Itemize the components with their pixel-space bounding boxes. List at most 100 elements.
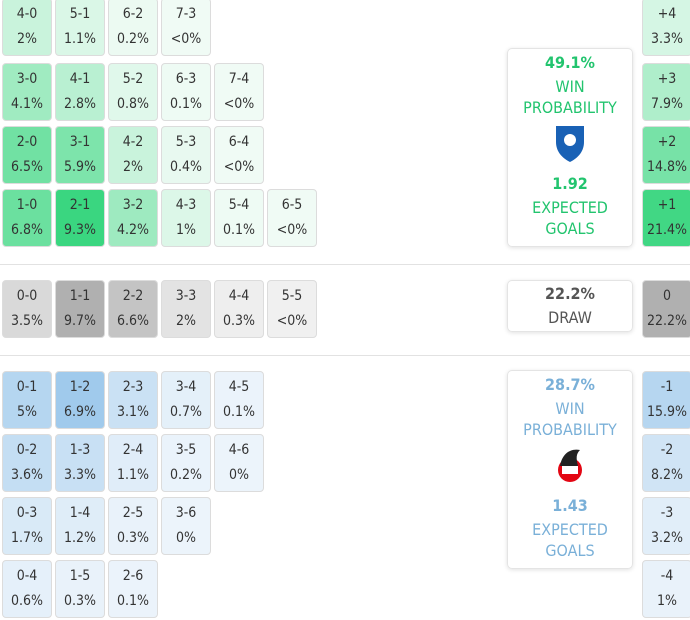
home-logo bbox=[556, 126, 584, 162]
label: 4-6 bbox=[228, 442, 250, 458]
label: 1-4 bbox=[69, 505, 91, 521]
label: +1 bbox=[657, 197, 677, 213]
probability: 0.6% bbox=[11, 593, 43, 609]
probability: 1% bbox=[657, 593, 677, 609]
label: 4-5 bbox=[228, 379, 250, 395]
score-cell: 0-0 3.5% bbox=[2, 280, 52, 338]
win-prob: 49.1% bbox=[545, 53, 595, 72]
score-cell: 1-0 6.8% bbox=[2, 189, 52, 247]
label: 4-1 bbox=[69, 71, 91, 87]
probability: 3.6% bbox=[11, 467, 43, 483]
label: 5-4 bbox=[228, 197, 250, 213]
score-cell: 2-3 3.1% bbox=[108, 371, 158, 429]
label: 0-4 bbox=[16, 568, 38, 584]
probability: 22.2% bbox=[646, 313, 687, 329]
label: 1-5 bbox=[69, 568, 91, 584]
probability: 0.1% bbox=[223, 404, 255, 420]
label: 1-0 bbox=[16, 197, 38, 213]
probability: 8.2% bbox=[651, 467, 683, 483]
label: 2-1 bbox=[69, 197, 91, 213]
score-cell: 3-0 4.1% bbox=[2, 63, 52, 121]
draw-prob: 22.2% bbox=[545, 284, 595, 303]
probability: <0% bbox=[276, 222, 308, 238]
probability: <0% bbox=[223, 96, 255, 112]
probability: 7.9% bbox=[651, 96, 683, 112]
score-cell: +1 21.4% bbox=[642, 189, 690, 247]
score-cell: 0-3 1.7% bbox=[2, 497, 52, 555]
label: +3 bbox=[657, 71, 677, 87]
label: 3-6 bbox=[175, 505, 197, 521]
score-cell: 5-1 1.1% bbox=[55, 0, 105, 56]
score-cell: 2-1 9.3% bbox=[55, 189, 105, 247]
probability: 14.8% bbox=[646, 159, 687, 175]
score-cell: 6-3 0.1% bbox=[161, 63, 211, 121]
score-cell: 2-0 6.5% bbox=[2, 126, 52, 184]
win-label: WIN PROBABILITY bbox=[523, 399, 617, 439]
label: 2-6 bbox=[122, 568, 144, 584]
label: 2-2 bbox=[122, 288, 144, 304]
probability: 1.2% bbox=[64, 530, 96, 546]
draw-label: DRAW bbox=[548, 308, 592, 327]
away-card: 28.7% WIN PROBABILITY 1.43 EXPECTED GOAL… bbox=[507, 370, 633, 569]
probability: 1.1% bbox=[117, 467, 149, 483]
score-cell: 4-4 0.3% bbox=[214, 280, 264, 338]
probability: 3.3% bbox=[651, 31, 683, 47]
probability: 1% bbox=[176, 222, 196, 238]
score-cell: 4-0 2% bbox=[2, 0, 52, 56]
probability: 0.2% bbox=[170, 467, 202, 483]
label: -3 bbox=[660, 505, 674, 521]
probability: 2% bbox=[17, 31, 37, 47]
label: 1-3 bbox=[69, 442, 91, 458]
score-cell: 6-2 0.2% bbox=[108, 0, 158, 56]
label: -1 bbox=[660, 379, 674, 395]
label: 3-3 bbox=[175, 288, 197, 304]
score-cell: +3 7.9% bbox=[642, 63, 690, 121]
label: 7-4 bbox=[228, 71, 250, 87]
probability: <0% bbox=[223, 159, 255, 175]
probability: <0% bbox=[276, 313, 308, 329]
probability: 2.8% bbox=[64, 96, 96, 112]
score-cell: 1-3 3.3% bbox=[55, 434, 105, 492]
score-cell: 1-5 0.3% bbox=[55, 560, 105, 618]
probability: 3.1% bbox=[117, 404, 149, 420]
xg-value: 1.43 bbox=[552, 496, 588, 515]
score-cell: 3-2 4.2% bbox=[108, 189, 158, 247]
label: 3-2 bbox=[122, 197, 144, 213]
probability: 1.7% bbox=[11, 530, 43, 546]
probability: 6.6% bbox=[117, 313, 149, 329]
label: 5-2 bbox=[122, 71, 144, 87]
label: 4-0 bbox=[16, 6, 38, 22]
probability: 3.5% bbox=[11, 313, 43, 329]
probability: 1.1% bbox=[64, 31, 96, 47]
xg-label: EXPECTED GOALS bbox=[532, 520, 608, 560]
probability: 2% bbox=[176, 313, 196, 329]
xg-value: 1.92 bbox=[552, 174, 588, 193]
label: 4-4 bbox=[228, 288, 250, 304]
label: 0 bbox=[662, 288, 671, 304]
score-cell: 0-4 0.6% bbox=[2, 560, 52, 618]
label: 2-4 bbox=[122, 442, 144, 458]
probability: 0.7% bbox=[170, 404, 202, 420]
probability: 0.1% bbox=[117, 593, 149, 609]
label: -2 bbox=[660, 442, 674, 458]
score-cell: +4 3.3% bbox=[642, 0, 690, 56]
label: 2-0 bbox=[16, 134, 38, 150]
score-cell: -1 15.9% bbox=[642, 371, 690, 429]
label: +2 bbox=[657, 134, 677, 150]
score-cell: -4 1% bbox=[642, 560, 690, 618]
label: 6-2 bbox=[122, 6, 144, 22]
score-cell: 3-3 2% bbox=[161, 280, 211, 338]
label: 3-1 bbox=[69, 134, 91, 150]
score-cell: 3-1 5.9% bbox=[55, 126, 105, 184]
probability: 0.3% bbox=[117, 530, 149, 546]
probability: 0.3% bbox=[64, 593, 96, 609]
score-cell: 7-3 <0% bbox=[161, 0, 211, 56]
probability: 5.9% bbox=[64, 159, 96, 175]
probability: <0% bbox=[170, 31, 202, 47]
score-cell: +2 14.8% bbox=[642, 126, 690, 184]
label: 0-1 bbox=[16, 379, 38, 395]
probability: 21.4% bbox=[646, 222, 687, 238]
win-label: WIN PROBABILITY bbox=[523, 77, 617, 117]
score-cell: 6-4 <0% bbox=[214, 126, 264, 184]
